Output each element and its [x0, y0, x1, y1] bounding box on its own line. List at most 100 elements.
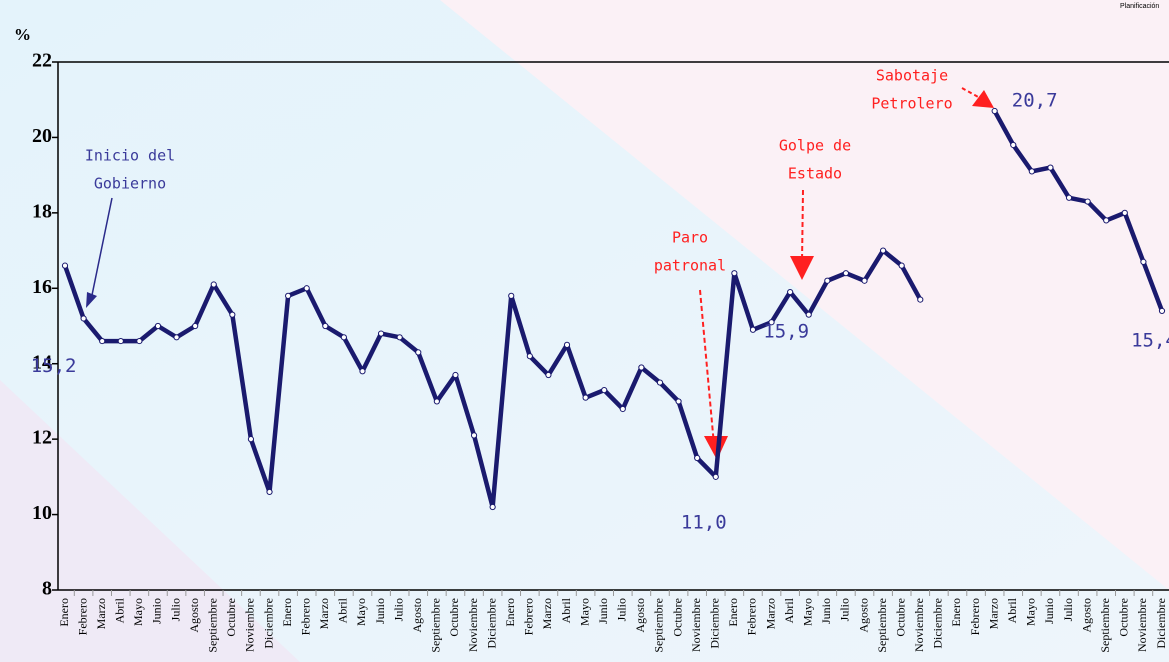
x-tick-label: Septiembre: [429, 598, 443, 653]
marker: [917, 296, 924, 303]
marker: [880, 247, 887, 254]
marker: [1103, 217, 1110, 224]
marker: [285, 292, 292, 299]
marker: [1140, 258, 1147, 265]
x-tick-label: Abril: [1005, 597, 1019, 623]
marker: [340, 334, 347, 341]
x-tick-label: Septiembre: [652, 598, 666, 653]
annotation: Sabotaje: [876, 67, 948, 85]
x-tick-label: Octubre: [670, 598, 684, 637]
x-tick-label: Agosto: [1079, 598, 1093, 633]
marker: [805, 311, 812, 318]
x-tick-label: Noviembre: [912, 598, 926, 652]
x-tick-label: Enero: [280, 598, 294, 627]
marker: [192, 322, 199, 330]
marker: [99, 337, 106, 345]
marker: [824, 277, 831, 284]
marker: [768, 319, 775, 326]
x-tick-label: Junio: [596, 598, 610, 624]
x-tick-label: Octubre: [447, 598, 461, 637]
x-tick-label: Agosto: [410, 598, 424, 633]
value-label: 11,0: [681, 511, 727, 533]
marker: [601, 387, 608, 394]
x-tick-label: Agosto: [187, 598, 201, 633]
x-tick-label: Abril: [559, 597, 573, 623]
x-tick-label: Septiembre: [875, 598, 889, 653]
y-tick-label: 12: [32, 427, 52, 449]
marker: [266, 488, 273, 496]
x-tick-label: Julio: [1061, 598, 1075, 621]
marker: [452, 371, 459, 379]
annotation: Gobierno: [94, 175, 166, 193]
value-label: 15,4: [1131, 329, 1169, 351]
annotations: [86, 87, 994, 460]
x-tick-label: Septiembre: [205, 598, 219, 653]
x-tick-label: Octubre: [224, 598, 238, 637]
marker: [396, 334, 403, 341]
marker: [898, 262, 905, 269]
annotation: Paro: [672, 229, 708, 247]
y-tick-label: 14: [32, 351, 52, 373]
x-tick-label: Abril: [113, 597, 127, 623]
arrow-head: [86, 292, 97, 308]
arrow-head: [704, 436, 728, 460]
x-tick-label: Julio: [838, 598, 852, 621]
annotation: Golpe de: [779, 137, 851, 155]
x-tick-label: Mayo: [1024, 598, 1038, 626]
x-tick-label: Noviembre: [1135, 598, 1149, 652]
x-tick-label: Abril: [336, 597, 350, 623]
marker: [731, 270, 738, 277]
x-tick-label: Junio: [1042, 598, 1056, 624]
x-tick-label: Febrero: [745, 598, 759, 635]
marker: [638, 364, 645, 371]
x-tick-label: Febrero: [298, 598, 312, 635]
marker: [377, 330, 385, 337]
arrow: [961, 87, 981, 99]
marker: [136, 337, 143, 345]
marker: [1028, 168, 1035, 175]
x-tick-label: Mayo: [131, 598, 145, 626]
x-tick-label: Junio: [819, 598, 833, 624]
x-tick-label: Diciembre: [1154, 598, 1168, 649]
marker: [247, 436, 255, 443]
marker: [582, 394, 589, 401]
marker: [787, 288, 794, 296]
x-tick-label: Noviembre: [466, 598, 480, 652]
x-tick-label: Febrero: [75, 598, 89, 635]
x-tick-label: Febrero: [968, 598, 982, 635]
y-tick-label: 16: [32, 276, 52, 298]
marker: [322, 322, 329, 330]
arrow: [90, 197, 113, 301]
x-tick-label: Octubre: [893, 598, 907, 637]
marker: [1084, 198, 1091, 205]
marker: [861, 277, 868, 284]
y-tick-label: 20: [32, 125, 52, 147]
arrow-head: [972, 90, 994, 108]
marker: [154, 322, 162, 330]
y-axis-label: %: [14, 25, 31, 44]
x-tick-label: Marzo: [540, 598, 554, 629]
arrow-head: [790, 256, 814, 280]
background-corner: [0, 380, 300, 662]
x-tick-label: Enero: [57, 598, 71, 627]
marker: [1010, 141, 1017, 149]
x-tick-label: Marzo: [317, 598, 331, 629]
x-tick-label: Noviembre: [243, 598, 257, 652]
marker: [694, 454, 701, 462]
marker: [489, 503, 496, 511]
marker: [842, 270, 850, 277]
annotation: patronal: [654, 257, 726, 275]
y-tick-label: 18: [32, 200, 52, 222]
marker: [117, 337, 124, 345]
x-tick-label: Mayo: [800, 598, 814, 626]
marker: [545, 371, 552, 379]
marker: [675, 398, 682, 405]
x-tick-label: Mayo: [577, 598, 591, 626]
x-tick-label: Diciembre: [931, 598, 945, 649]
x-tick-label: Octubre: [1117, 598, 1131, 637]
marker: [415, 349, 422, 356]
marker: [526, 353, 533, 360]
x-tick-label: Junio: [373, 598, 387, 624]
marker: [210, 281, 217, 288]
